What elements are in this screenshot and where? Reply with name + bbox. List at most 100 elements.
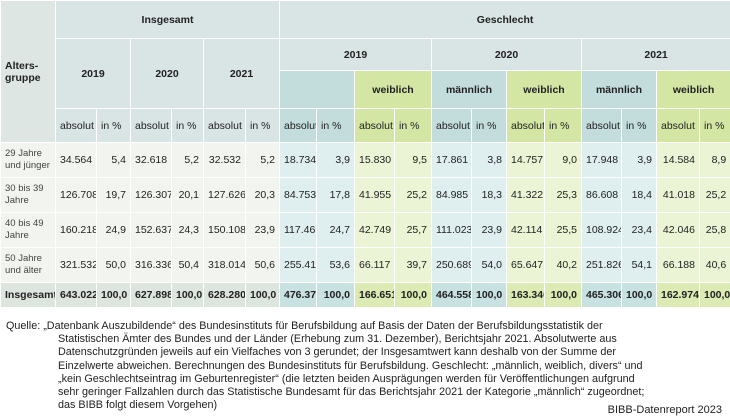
cell: 42.046 [656, 212, 700, 248]
sub-header: absolut [431, 108, 472, 143]
sub-header: absolut [130, 108, 172, 143]
cell: 163.340 [506, 282, 545, 308]
cell: 50,0 [96, 247, 131, 283]
header-row: 2019 2020 2021 2019 2020 2021 [1, 38, 730, 109]
cell: 318.014 [203, 247, 246, 283]
year-header: 2021 [580, 38, 730, 71]
cell: 23,4 [621, 212, 657, 248]
cell: 66.188 [656, 247, 700, 283]
table-row: Insgesamt 643.022 100,0 627.898 100,0 628.280… [0, 282, 730, 308]
sub-header: absolut [279, 108, 317, 143]
cell: 42.749 [354, 212, 395, 248]
cell: 39,7 [394, 247, 432, 283]
cell: 100,0 [316, 282, 355, 308]
cell: 17,8 [316, 177, 355, 213]
year-header: 2020 [130, 38, 204, 109]
cell: 25,8 [698, 212, 730, 248]
cell: 18,4 [621, 177, 657, 213]
cell: 100,0 [471, 282, 507, 308]
cell: 23,9 [471, 212, 507, 248]
cell: 100,0 [394, 282, 432, 308]
gender-label: männlich [581, 70, 657, 109]
cell: 100,0 [245, 282, 280, 308]
row-label: 40 bis 49 Jahre [0, 212, 56, 248]
cell: 152.637 [130, 212, 172, 248]
cell: 100,0 [96, 282, 131, 308]
cell: 84.985 [431, 177, 472, 213]
sub-header: in % [698, 108, 730, 143]
cell: 25,3 [544, 177, 582, 213]
table-row: 40 bis 49 Jahre 160.218 24,9 152.637 24,3 150… [0, 212, 730, 248]
cell: 50,4 [171, 247, 204, 283]
cell: 250.689 [431, 247, 472, 283]
cell: 17.861 [431, 142, 472, 178]
cell: 53,6 [316, 247, 355, 283]
cell: 25,2 [394, 177, 432, 213]
header-row: Alters-gruppe Insgesamt Geschlecht [0, 0, 730, 143]
cell: 14.584 [656, 142, 700, 178]
cell: 627.898 [130, 282, 172, 308]
cell: 14.757 [506, 142, 545, 178]
cell: 23,9 [245, 212, 280, 248]
cell: 32.618 [130, 142, 172, 178]
cell: 321.532 [55, 247, 97, 283]
cell: 5,4 [96, 142, 131, 178]
header-row: absolut in % absolut in % absolut in % absolut… [1, 108, 730, 143]
sub-header: in % [316, 108, 355, 143]
cell: 166.651 [354, 282, 395, 308]
cell: 5,2 [245, 142, 280, 178]
sub-header: in % [96, 108, 131, 143]
year-header: 2021 [203, 38, 280, 109]
cell: 465.306 [581, 282, 622, 308]
cell: 32.532 [203, 142, 246, 178]
sub-header: absolut [55, 108, 97, 143]
gender-label: weiblich [655, 70, 730, 109]
sub-header: absolut [581, 108, 622, 143]
cell: 108.924 [581, 212, 622, 248]
cell: 9,0 [544, 142, 582, 178]
cell: 24,7 [316, 212, 355, 248]
cell: 18,3 [471, 177, 507, 213]
cell: 65.647 [506, 247, 545, 283]
cell: 643.022 [55, 282, 97, 308]
cell: 255.415 [279, 247, 317, 283]
sub-header: in % [171, 108, 204, 143]
cell: 24,3 [171, 212, 204, 248]
year-header: 2020 [431, 38, 582, 71]
data-table: Alters-gruppe Insgesamt Geschlecht 2019 2020… [0, 0, 730, 308]
cell: 15.830 [354, 142, 395, 178]
sub-header: absolut [506, 108, 545, 143]
cell: 41.322 [506, 177, 545, 213]
sub-header: absolut [203, 108, 246, 143]
source: BIBB-Datenreport 2023 [607, 404, 722, 416]
cell: 127.626 [203, 177, 246, 213]
table-header: Alters-gruppe Insgesamt Geschlecht 2019 2020… [0, 0, 730, 143]
cell: 54,0 [471, 247, 507, 283]
footnote: Quelle: „Datenbank Auszubildende“ des Bu… [6, 320, 645, 412]
cell: 40,6 [698, 247, 730, 283]
gender-label: weiblich [354, 70, 432, 109]
cell: 150.108 [203, 212, 246, 248]
cell: 84.753 [279, 177, 317, 213]
cell: 160.218 [55, 212, 97, 248]
cell: 24,9 [96, 212, 131, 248]
cell: 86.608 [581, 177, 622, 213]
table-row: 50 Jahre und älter 321.532 50,0 316.336 50,4… [0, 247, 730, 283]
gender-label: männlich [431, 70, 507, 109]
gender-label [279, 70, 355, 109]
cell: 18.734 [279, 142, 317, 178]
cell: 41.955 [354, 177, 395, 213]
sub-header: in % [245, 108, 280, 143]
row-label: 29 Jahre und jünger [0, 142, 56, 178]
row-label: Insgesamt [0, 282, 56, 308]
cell: 20,3 [245, 177, 280, 213]
cell: 25,5 [544, 212, 582, 248]
cell: 40,2 [544, 247, 582, 283]
cell: 3,9 [316, 142, 355, 178]
cell: 42.114 [506, 212, 545, 248]
age-header: Alters-gruppe [0, 0, 56, 143]
cell: 41.018 [656, 177, 700, 213]
cell: 9,5 [394, 142, 432, 178]
sub-header: in % [471, 108, 507, 143]
